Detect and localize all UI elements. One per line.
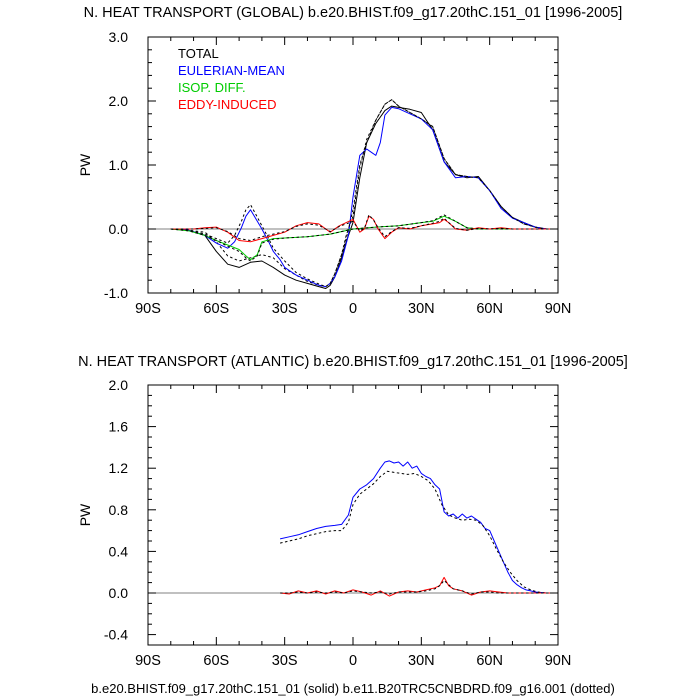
y-axis-label: PW [77, 503, 93, 526]
chart-panel-1: N. HEAT TRANSPORT (GLOBAL) b.e20.BHIST.f… [77, 5, 622, 317]
y-tick-label: -1.0 [104, 285, 128, 301]
series-line-isop-diff-dotted [170, 214, 558, 262]
y-axis-label: PW [77, 153, 93, 176]
y-tick-label: 1.0 [109, 157, 129, 173]
legend-entry-eulerian-mean: EULERIAN-MEAN [178, 63, 285, 78]
series-line-eddy-induced-dotted [170, 214, 558, 241]
x-tick-label: 90N [545, 301, 572, 317]
series-line-total-solid [170, 105, 558, 289]
legend-entry-eddy-induced: EDDY-INDUCED [178, 97, 276, 112]
chart-panel-2: N. HEAT TRANSPORT (ATLANTIC) b.e20.BHIST… [77, 354, 628, 696]
chart-title: N. HEAT TRANSPORT (ATLANTIC) b.e20.BHIST… [78, 354, 628, 370]
x-tick-label: 90N [545, 653, 572, 669]
legend-entry-isop-diff: ISOP. DIFF. [178, 80, 246, 95]
x-tick-label: 60S [203, 301, 229, 317]
y-tick-label: 2.0 [109, 377, 129, 393]
x-tick-label: 0 [349, 301, 357, 317]
series-group [170, 99, 558, 289]
y-tick-label: 0.0 [109, 221, 129, 237]
y-tick-label: 2.0 [109, 93, 129, 109]
legend-entry-total: TOTAL [178, 46, 219, 61]
series-line-eddy-induced-solid [280, 576, 558, 597]
y-tick-label: 3.0 [109, 29, 129, 45]
x-tick-label: 60N [476, 301, 503, 317]
x-tick-label: 60N [476, 653, 503, 669]
series-line-eulerian-mean-solid [279, 460, 558, 594]
y-tick-label: 0.8 [109, 502, 129, 518]
x-tick-label: 30N [408, 301, 435, 317]
y-tick-label: 0.0 [109, 585, 129, 601]
series-line-eulerian-mean-dotted [279, 470, 558, 594]
series-line-eulerian-mean-solid [170, 106, 558, 288]
y-tick-label: 0.4 [109, 543, 129, 559]
x-tick-label: 90S [135, 653, 161, 669]
series-line-eulerian-mean-dotted [170, 99, 558, 288]
series-line-eddy-induced-dotted [280, 580, 558, 595]
chart-title: N. HEAT TRANSPORT (GLOBAL) b.e20.BHIST.f… [84, 5, 623, 21]
series-group [279, 460, 558, 597]
plot-frame [147, 384, 559, 646]
x-tick-label: 90S [135, 301, 161, 317]
x-axis-label: b.e20.BHIST.f09_g17.20thC.151_01 (solid)… [91, 681, 615, 696]
x-tick-label: 30S [272, 301, 298, 317]
y-tick-label: -0.4 [104, 627, 128, 643]
series-line-isop-diff-solid [170, 215, 558, 261]
x-tick-label: 30S [272, 653, 298, 669]
y-tick-label: 1.6 [109, 419, 129, 435]
x-tick-label: 30N [408, 653, 435, 669]
series-line-total-dotted [170, 99, 558, 288]
y-tick-label: 1.2 [109, 460, 129, 476]
x-tick-label: 60S [203, 653, 229, 669]
x-tick-label: 0 [349, 653, 357, 669]
legend: TOTAL EULERIAN-MEAN ISOP. DIFF. EDDY-INDUCE… [178, 46, 285, 112]
